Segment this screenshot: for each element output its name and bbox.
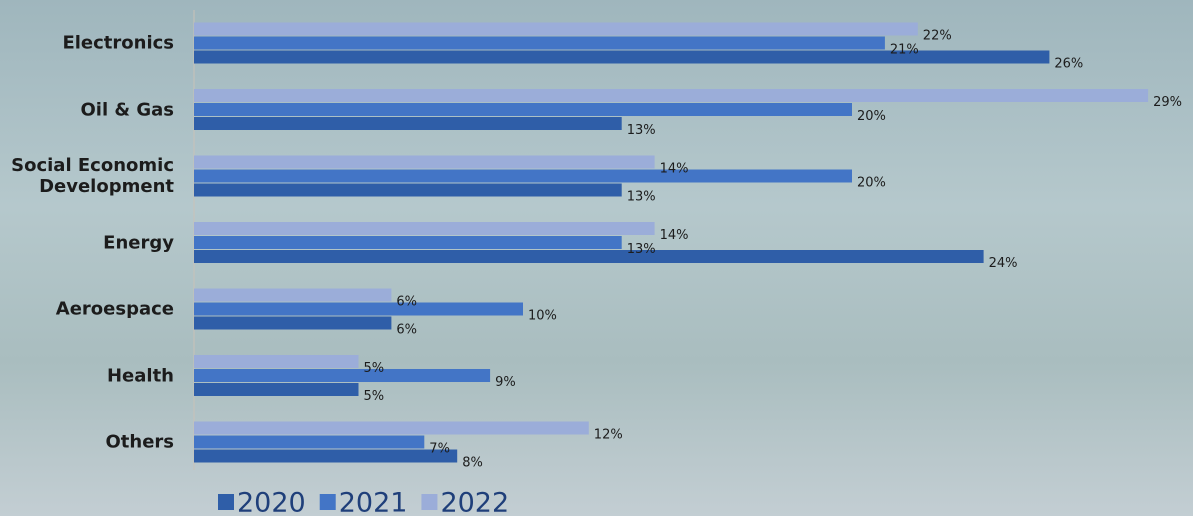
category-label: Aeroespace — [55, 298, 174, 320]
legend-swatch — [319, 494, 336, 510]
bar — [194, 435, 425, 449]
category-label: Health — [106, 365, 174, 386]
value-label: 8% — [462, 456, 483, 471]
bar — [194, 236, 622, 249]
bar — [194, 355, 359, 368]
value-label: 21% — [890, 43, 919, 58]
legend-swatch — [421, 494, 438, 510]
bar — [194, 222, 655, 235]
value-label: 29% — [1153, 95, 1182, 110]
value-label: 20% — [857, 176, 886, 191]
value-label: 10% — [528, 309, 557, 324]
value-label: 20% — [857, 109, 886, 124]
bar — [194, 155, 655, 169]
value-label: 13% — [627, 190, 656, 205]
bar — [194, 183, 622, 197]
value-label: 12% — [594, 428, 623, 443]
value-label: 5% — [364, 389, 385, 404]
value-label: 24% — [989, 256, 1018, 271]
category-label: Others — [105, 431, 174, 453]
category-label: Electronics — [62, 32, 174, 54]
legend-label: 2022 — [440, 488, 509, 516]
category-label: Energy — [103, 232, 174, 253]
value-label: 6% — [396, 295, 417, 310]
bar — [194, 117, 622, 130]
bar — [194, 36, 885, 50]
value-label: 13% — [627, 242, 656, 257]
category-label: Social Economic Development — [11, 155, 174, 197]
value-label: 22% — [923, 29, 952, 44]
bar — [194, 369, 491, 382]
category-label: Oil & Gas — [80, 99, 174, 120]
value-label: 5% — [364, 361, 385, 376]
value-label: 6% — [396, 323, 417, 338]
value-label: 7% — [429, 442, 450, 457]
bar — [194, 103, 852, 116]
bar — [194, 302, 523, 316]
value-label: 9% — [495, 375, 516, 390]
value-label: 14% — [660, 162, 689, 177]
bar — [194, 89, 1149, 102]
bar — [194, 250, 984, 263]
bar — [194, 316, 392, 330]
bar — [194, 50, 1050, 64]
legend-label: 2020 — [237, 488, 306, 516]
bar — [194, 449, 458, 463]
bar — [194, 383, 359, 396]
value-label: 13% — [627, 123, 656, 138]
bar — [194, 22, 918, 36]
bar — [194, 421, 589, 435]
value-label: 14% — [660, 228, 689, 243]
value-label: 26% — [1054, 57, 1083, 72]
bar — [194, 288, 392, 302]
bar — [194, 169, 852, 183]
legend-swatch — [218, 494, 234, 510]
legend-label: 2021 — [339, 488, 408, 516]
